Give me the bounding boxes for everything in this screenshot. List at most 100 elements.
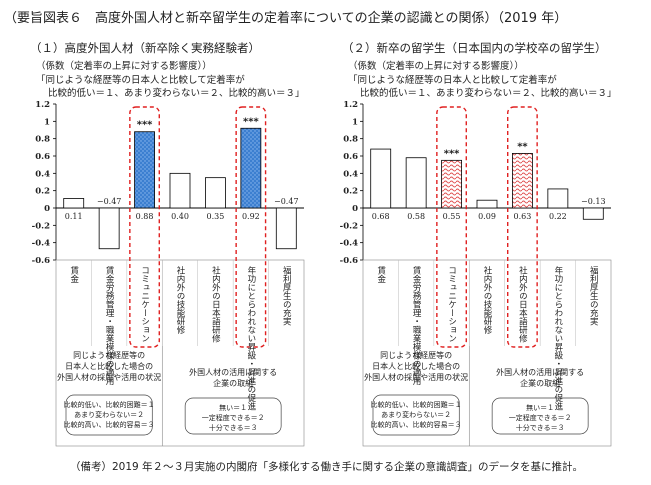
y-tick-label: -0.6 (340, 256, 358, 266)
category-label: 賃金 (69, 265, 79, 283)
panel-highly-skilled: （１）高度外国人材（新卒除く実務経験者） （係数（定着率の上昇に対する影響度）） 「… (30, 41, 305, 447)
label-area-frame (362, 259, 612, 447)
y-tick-label: 0.2 (35, 187, 50, 197)
y-tick-label: -0.2 (340, 221, 358, 231)
bar-value-label: 0.92 (242, 212, 260, 221)
group2-heading: 外国人材の活用に関する (189, 367, 277, 377)
y-tick-label: 0.8 (35, 135, 50, 145)
y-tick-label: 0.4 (35, 169, 50, 179)
significance-stars: *** (243, 116, 259, 127)
figure-title: （要旨図表６ 高度外国人材と新卒留学生の定着率についての企業の認識との関係）（2… (4, 10, 567, 26)
y-tick-label: 0.6 (35, 152, 50, 162)
y-tick-label: 0.8 (343, 135, 358, 145)
group2-legend-item: 一定程度できる＝２ (202, 413, 265, 422)
group2-legend-item: 無い＝１ (526, 403, 554, 412)
y-tick-label: 0.2 (343, 187, 358, 197)
significance-stars: *** (444, 148, 460, 159)
group1-heading: 同じような経歴等の (73, 350, 145, 360)
bar-value-label: 0.63 (514, 212, 532, 221)
y-tick-label: 1 (44, 117, 50, 127)
group1-heading: 同じような経歴等の (380, 350, 452, 360)
bar-value-label: 0.88 (136, 212, 154, 221)
y-tick-label: -0.4 (340, 239, 358, 249)
bar-value-label: −0.13 (581, 197, 606, 206)
highlight-box (507, 106, 538, 348)
bar (582, 207, 604, 220)
category-label: 社内外の日本語研修 (210, 265, 220, 343)
group1-heading: 日本人と比較した場合の (372, 361, 460, 371)
bar-value-label: 0.55 (443, 212, 461, 221)
y-tick-label: -0.2 (32, 221, 50, 231)
y-tick-label: 0.6 (343, 152, 358, 162)
category-label: 賃金 (376, 265, 386, 283)
y-tick-label: -0.4 (32, 239, 50, 249)
y-tick-label: 1.2 (343, 100, 358, 110)
y-tick-label: 1.2 (35, 100, 50, 110)
bar (476, 199, 498, 209)
bar (134, 131, 155, 209)
bar (405, 157, 427, 209)
group1-legend-box (372, 394, 460, 436)
group1-legend-item: あまり変わらない＝２ (381, 410, 451, 419)
scale-note-line1: 「同じような経歴等の日本人と比較して定着率が (36, 74, 245, 86)
highlight-box (129, 106, 160, 348)
bar-value-label: −0.47 (97, 197, 122, 206)
highlight-box (235, 106, 267, 348)
group2-legend-box (184, 397, 282, 435)
category-label: コミュニケーション (140, 266, 150, 343)
coefficient-note: （係数（定着率の上昇に対する影響度）） (348, 60, 524, 72)
bar-value-label: −0.47 (274, 197, 299, 206)
group1-legend-item: あまり変わらない＝２ (74, 410, 144, 419)
group1-heading: 外国人材の採用や活用の状況 (57, 372, 161, 382)
group1-heading: 外国人材の採用や活用の状況 (364, 372, 468, 382)
significance-stars: ** (517, 141, 528, 152)
bar (275, 207, 297, 250)
bar (169, 172, 191, 209)
group2-legend-item: 無い＝１ (219, 403, 247, 412)
category-label: 福利厚生の充実 (281, 265, 291, 326)
bar (240, 127, 262, 209)
significance-stars: *** (137, 120, 153, 131)
y-tick-label: 0.4 (343, 169, 358, 179)
category-label: 年功にとらわれない昇級・昇進の促進 (246, 265, 256, 411)
panel-title: （１）高度外国人材（新卒除く実務経験者） (30, 41, 260, 55)
category-label: 福利厚生の充実 (588, 265, 598, 326)
scale-note-line2: 比較的低い＝１、あまり変わらない＝２、比較的高い＝３」 (48, 87, 305, 99)
bar-value-label: 0.58 (407, 212, 425, 221)
bar (547, 188, 569, 209)
bar (98, 207, 120, 250)
bar (63, 198, 85, 209)
group2-legend-box (491, 397, 589, 435)
group1-legend-item: 比較的低い、比較的困難＝１ (64, 400, 155, 409)
bar (370, 148, 392, 209)
scale-note-line1: 「同じような経歴等の日本人と比較して定着率が (348, 74, 557, 86)
category-label: 年功にとらわれない昇級・昇進の促進 (553, 265, 563, 411)
bar-value-label: 0.22 (549, 212, 567, 221)
y-tick-label: -0.6 (32, 256, 50, 266)
group2-heading: 企業の取組 (213, 378, 253, 388)
category-label: 社内外の技能研修 (482, 265, 492, 335)
group1-legend-item: 比較的低い、比較的困難＝１ (371, 400, 462, 409)
bar-value-label: 0.11 (65, 212, 83, 221)
group2-legend-item: 一定程度できる＝２ (509, 413, 572, 422)
bar-value-label: 0.68 (372, 212, 390, 221)
y-tick-label: 1 (352, 117, 358, 127)
group2-legend-item: 十分できる＝３ (516, 423, 565, 432)
label-area-frame (55, 259, 305, 447)
group2-heading: 企業の取組 (520, 378, 560, 388)
group2-legend-item: 十分できる＝３ (209, 423, 258, 432)
scale-note-line2: 比較的低い＝１、あまり変わらない＝２、比較的高い＝３」 (360, 87, 617, 99)
y-tick-label: 0 (352, 204, 358, 214)
footnote: （備考）2019 年２～３月実施の内閣府「多様化する働き手に関する企業の意識調査… (70, 460, 583, 473)
category-label: 社内外の技能研修 (175, 265, 185, 335)
bar (441, 159, 462, 209)
y-tick-label: 0 (44, 204, 50, 214)
coefficient-note: （係数（定着率の上昇に対する影響度）） (36, 60, 212, 72)
panel-title: （２）新卒の留学生（日本国内の学校卒の留学生） (342, 41, 607, 55)
panel-new-graduate-students: （２）新卒の留学生（日本国内の学校卒の留学生） （係数（定着率の上昇に対する影響度… (340, 41, 617, 447)
group1-legend-box (65, 394, 153, 436)
category-label: 賃金労務管理・職業模様の適用 (411, 265, 421, 386)
bar (205, 177, 226, 209)
bar-value-label: 0.40 (171, 212, 189, 221)
